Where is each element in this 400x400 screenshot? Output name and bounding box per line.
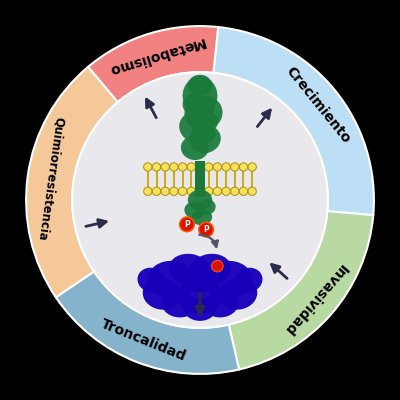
Ellipse shape: [183, 94, 204, 115]
Circle shape: [204, 187, 213, 196]
Ellipse shape: [184, 268, 216, 292]
Ellipse shape: [183, 76, 217, 115]
Ellipse shape: [179, 111, 214, 143]
Ellipse shape: [198, 199, 216, 215]
Ellipse shape: [143, 278, 181, 310]
Wedge shape: [213, 27, 374, 215]
Circle shape: [196, 163, 204, 171]
Wedge shape: [88, 26, 218, 102]
Ellipse shape: [191, 124, 216, 144]
Circle shape: [204, 163, 213, 171]
Circle shape: [161, 187, 169, 196]
Circle shape: [72, 72, 328, 328]
Circle shape: [196, 187, 204, 196]
Circle shape: [222, 187, 230, 196]
Circle shape: [144, 163, 152, 171]
Ellipse shape: [184, 96, 222, 130]
Circle shape: [213, 187, 222, 196]
Circle shape: [231, 187, 239, 196]
Text: P: P: [184, 220, 190, 229]
Ellipse shape: [219, 278, 257, 310]
Ellipse shape: [235, 268, 262, 292]
Circle shape: [152, 187, 161, 196]
Circle shape: [239, 163, 248, 171]
Text: Crecimiento: Crecimiento: [282, 64, 353, 146]
Text: P: P: [203, 225, 209, 234]
Circle shape: [222, 163, 230, 171]
Ellipse shape: [188, 190, 212, 210]
Ellipse shape: [184, 202, 205, 219]
Text: Troncalidad: Troncalidad: [99, 317, 188, 364]
Ellipse shape: [188, 75, 212, 96]
Text: Quimiorresistencia: Quimiorresistencia: [35, 116, 65, 242]
Bar: [195, 161, 205, 197]
Ellipse shape: [186, 97, 214, 122]
Circle shape: [213, 163, 222, 171]
Ellipse shape: [181, 136, 209, 160]
Wedge shape: [56, 272, 239, 374]
Ellipse shape: [190, 254, 231, 285]
Circle shape: [152, 163, 161, 171]
Ellipse shape: [204, 261, 252, 299]
Text: Metabolismo: Metabolismo: [106, 34, 206, 77]
Circle shape: [199, 222, 213, 237]
Circle shape: [248, 187, 256, 196]
Ellipse shape: [148, 261, 196, 299]
Circle shape: [144, 187, 152, 196]
Ellipse shape: [190, 125, 221, 153]
Ellipse shape: [196, 111, 218, 132]
Circle shape: [239, 187, 248, 196]
Ellipse shape: [204, 291, 238, 318]
Ellipse shape: [162, 291, 196, 318]
Circle shape: [248, 163, 256, 171]
Ellipse shape: [177, 278, 223, 313]
Circle shape: [180, 217, 194, 232]
Circle shape: [178, 187, 187, 196]
Circle shape: [187, 163, 196, 171]
Circle shape: [178, 163, 187, 171]
Circle shape: [170, 187, 178, 196]
Circle shape: [170, 163, 178, 171]
Ellipse shape: [184, 298, 216, 321]
Wedge shape: [229, 211, 373, 370]
Circle shape: [212, 260, 223, 272]
Wedge shape: [26, 67, 118, 297]
Ellipse shape: [138, 268, 165, 292]
Ellipse shape: [169, 254, 210, 285]
Circle shape: [187, 187, 196, 196]
Circle shape: [231, 163, 239, 171]
Ellipse shape: [191, 210, 212, 225]
Text: Invasividad: Invasividad: [280, 261, 349, 338]
Circle shape: [161, 163, 169, 171]
